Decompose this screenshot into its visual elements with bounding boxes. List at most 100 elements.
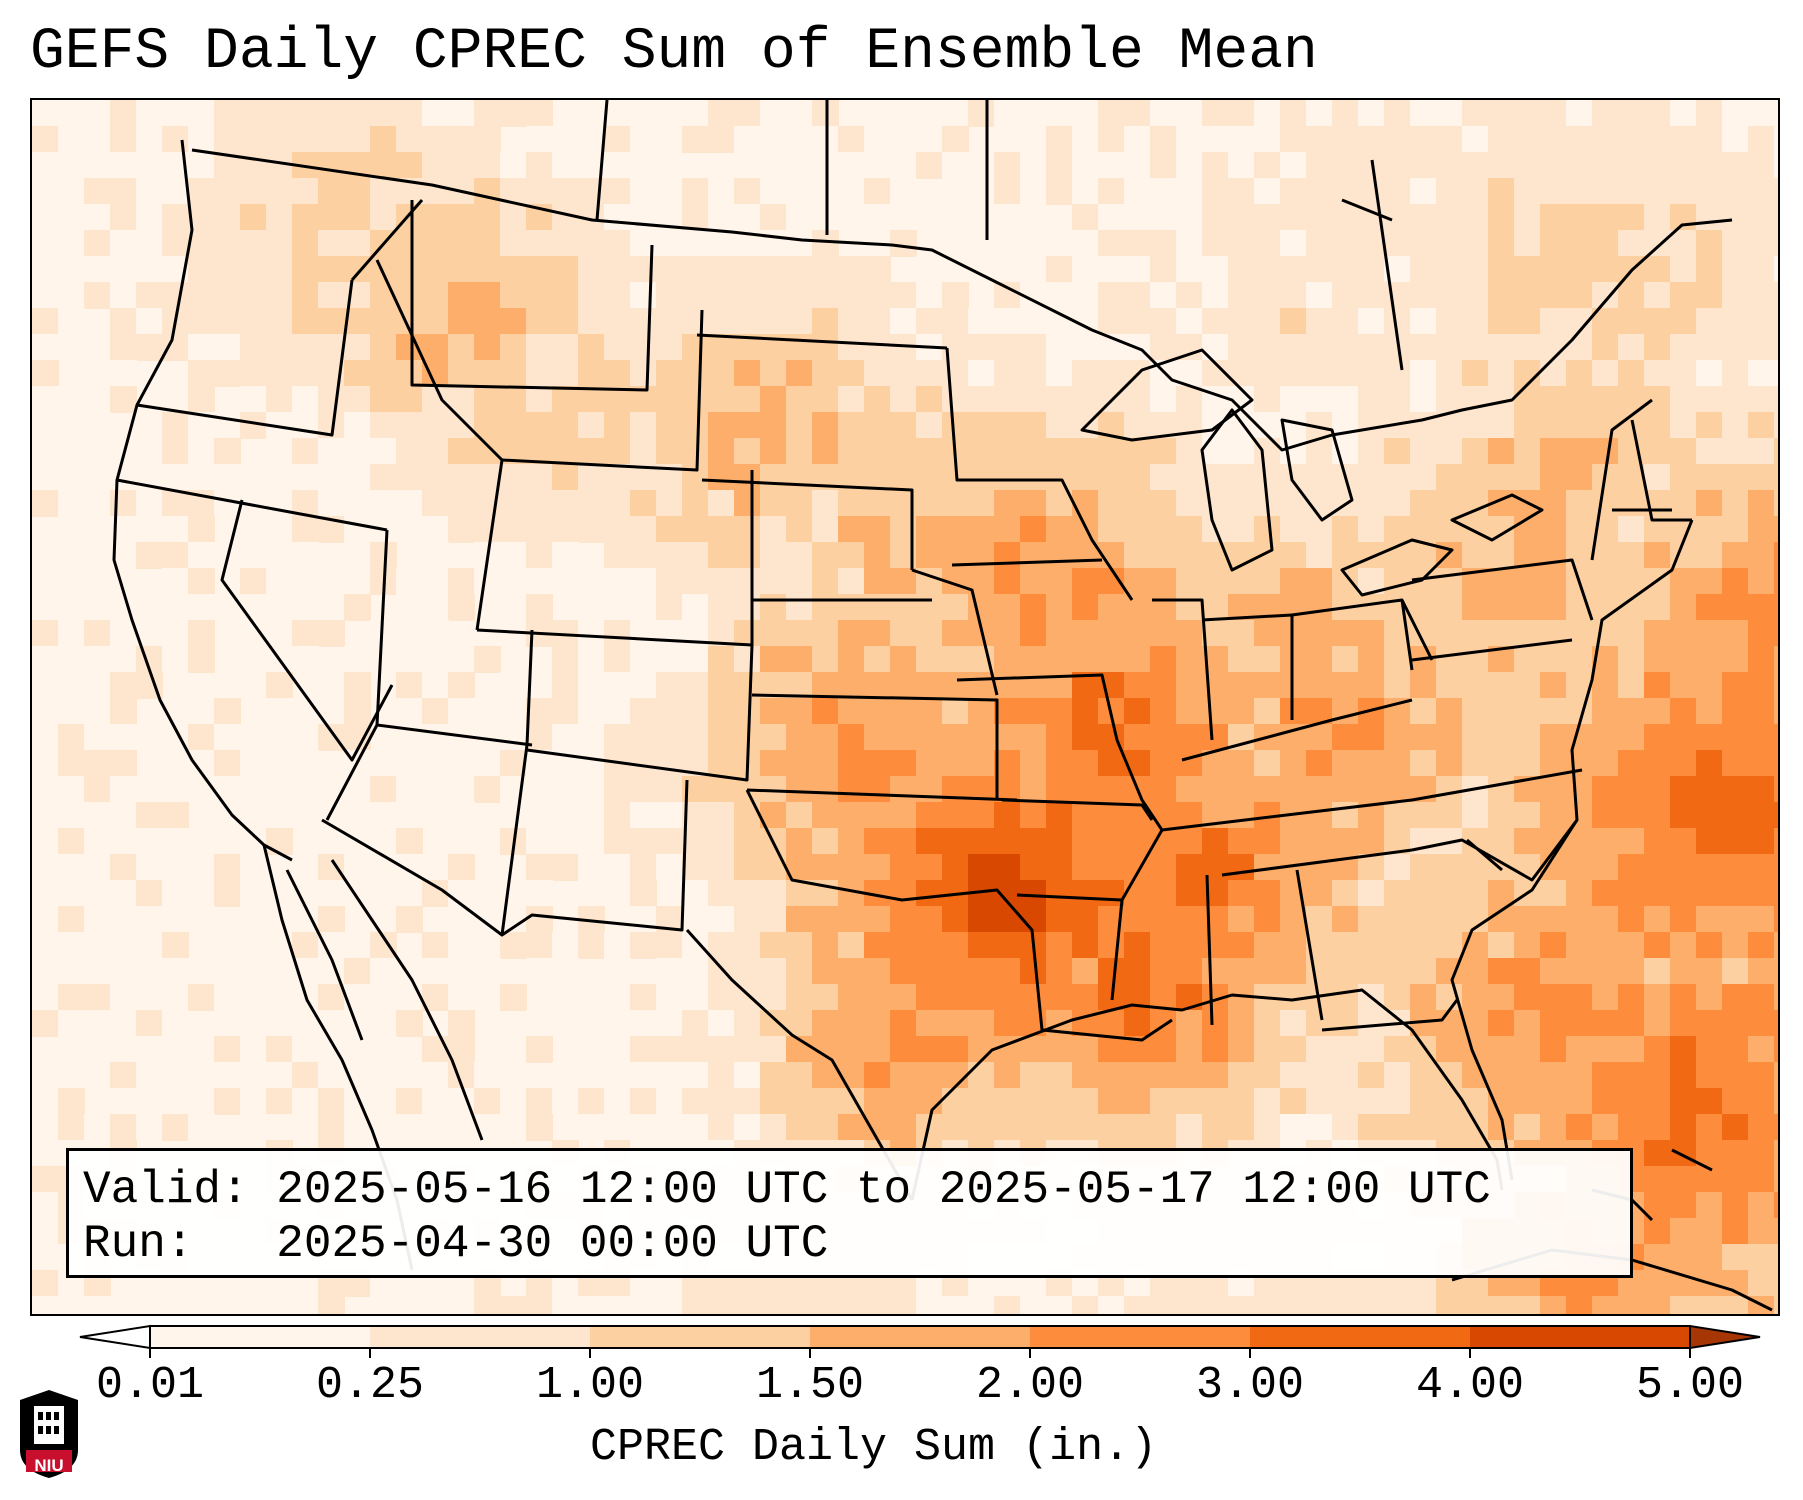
precip-cell (682, 360, 709, 387)
precip-cell (1670, 1114, 1697, 1141)
precip-cell (110, 308, 137, 335)
precip-cell (1150, 1036, 1177, 1063)
precip-cell (1384, 360, 1411, 387)
precip-cell (318, 932, 345, 959)
precip-cell (214, 1296, 241, 1314)
precip-cell (864, 1062, 891, 1089)
precip-cell (1202, 438, 1229, 465)
precip-cell (682, 958, 709, 985)
precip-cell (656, 256, 683, 283)
precip-cell (58, 958, 85, 985)
precip-cell (1488, 932, 1515, 959)
precip-cell (318, 438, 345, 465)
precip-cell (1644, 724, 1671, 751)
precip-cell (32, 1088, 59, 1115)
precip-cell (318, 1114, 345, 1141)
precip-cell (1332, 932, 1359, 959)
precip-cell (1124, 1296, 1151, 1314)
precip-cell (1566, 464, 1593, 491)
precip-cell (1488, 464, 1515, 491)
precip-cell (812, 802, 839, 829)
precip-cell (682, 984, 709, 1011)
precip-cell (656, 282, 683, 309)
precip-cell (578, 100, 605, 127)
precip-cell (32, 1114, 59, 1141)
precip-cell (1540, 906, 1567, 933)
precip-cell (1566, 386, 1593, 413)
precip-cell (1410, 464, 1437, 491)
precip-cell (58, 880, 85, 907)
precip-cell (136, 932, 163, 959)
precip-cell (578, 1114, 605, 1141)
precip-cell (188, 1296, 215, 1314)
precip-cell (1722, 1010, 1749, 1037)
precip-cell (1254, 516, 1281, 543)
precip-cell (604, 958, 631, 985)
precip-cell (526, 100, 553, 127)
precip-cell (474, 516, 501, 543)
precip-cell (552, 646, 579, 673)
precip-cell (1098, 464, 1125, 491)
precip-cell (292, 1088, 319, 1115)
precip-cell (1046, 1088, 1073, 1115)
precip-cell (1150, 1296, 1177, 1314)
precip-cell (890, 152, 917, 179)
precip-cell (1774, 958, 1778, 985)
precip-cell (1514, 620, 1541, 647)
precip-cell (1670, 594, 1697, 621)
precip-cell (1748, 932, 1775, 959)
precip-cell (760, 100, 787, 127)
precip-cell (864, 958, 891, 985)
precip-cell (890, 230, 917, 257)
precip-cell (448, 828, 475, 855)
precip-cell (786, 126, 813, 153)
precip-cell (916, 282, 943, 309)
precip-cell (396, 152, 423, 179)
precip-cell (188, 906, 215, 933)
precip-cell (1696, 1296, 1723, 1314)
precip-cell (604, 282, 631, 309)
precip-cell (1072, 464, 1099, 491)
precip-cell (578, 698, 605, 725)
precip-cell (240, 1114, 267, 1141)
precip-cell (1254, 464, 1281, 491)
precip-cell (1384, 1062, 1411, 1089)
precip-cell (214, 1036, 241, 1063)
precip-cell (396, 776, 423, 803)
precip-cell (422, 594, 449, 621)
precip-cell (344, 256, 371, 283)
precip-cell (630, 282, 657, 309)
precip-cell (1176, 1010, 1203, 1037)
precip-cell (1748, 906, 1775, 933)
precip-cell (1436, 178, 1463, 205)
precip-cell (1098, 516, 1125, 543)
precip-cell (214, 464, 241, 491)
precip-cell (1696, 360, 1723, 387)
precip-cell (1488, 334, 1515, 361)
colorbar-segment (150, 1326, 371, 1348)
precip-cell (370, 152, 397, 179)
precip-cell (1176, 620, 1203, 647)
precip-cell (968, 1010, 995, 1037)
precip-cell (1228, 750, 1255, 777)
precip-cell (630, 724, 657, 751)
precip-cell (1072, 256, 1099, 283)
precip-cell (1410, 386, 1437, 413)
precip-cell (630, 178, 657, 205)
precip-cell (448, 516, 475, 543)
precip-cell (1072, 230, 1099, 257)
precip-cell (890, 1062, 917, 1089)
precip-cell (578, 1088, 605, 1115)
precip-cell (1358, 360, 1385, 387)
precip-cell (1020, 1036, 1047, 1063)
precip-cell (578, 750, 605, 777)
precip-cell (266, 308, 293, 335)
precip-cell (292, 126, 319, 153)
precip-cell (292, 542, 319, 569)
precip-cell (1722, 698, 1749, 725)
precip-cell (1722, 646, 1749, 673)
precip-cell (656, 750, 683, 777)
precip-cell (32, 776, 59, 803)
precip-cell (1254, 230, 1281, 257)
precip-cell (1670, 230, 1697, 257)
